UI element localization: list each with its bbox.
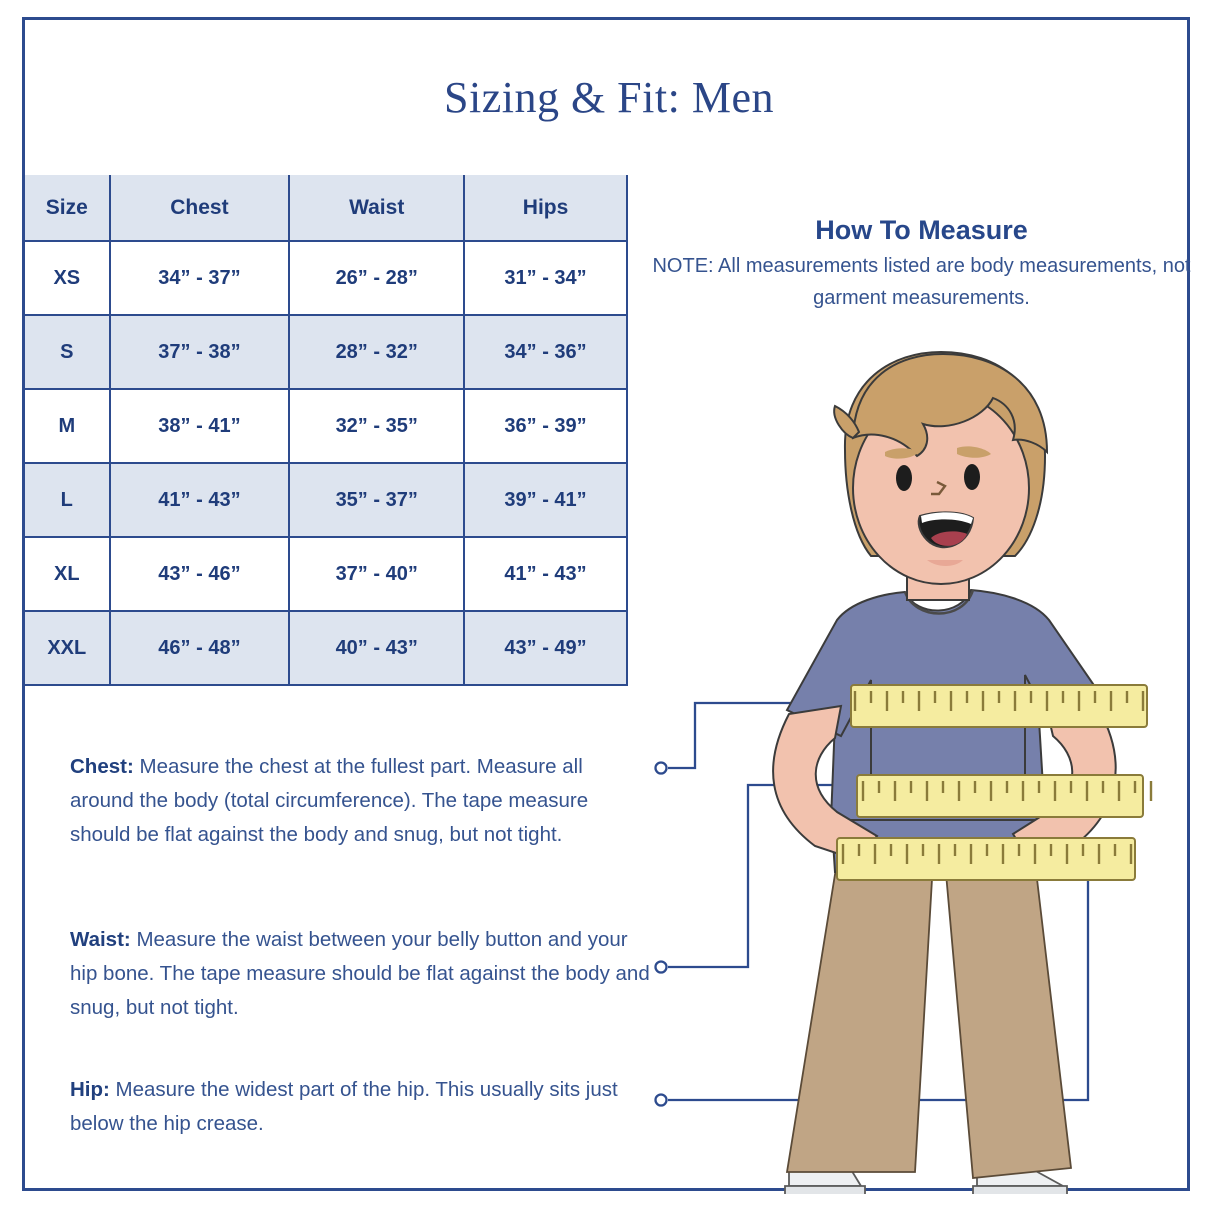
table-row: M 38” - 41” 32” - 35” 36” - 39” [25, 388, 628, 464]
cell-hips: 36” - 39” [463, 388, 628, 464]
table-row: L 41” - 43” 35” - 37” 39” - 41” [25, 462, 628, 538]
table-row: S 37” - 38” 28” - 32” 34” - 36” [25, 314, 628, 390]
instruction-waist: Waist: Measure the waist between your be… [70, 923, 650, 1025]
table-row: XS 34” - 37” 26” - 28” 31” - 34” [25, 240, 628, 316]
cell-hips: 39” - 41” [463, 462, 628, 538]
cell-size: XXL [25, 610, 111, 686]
cell-size: XL [25, 536, 111, 612]
eyebrow-right [957, 446, 991, 458]
chest-tape [850, 684, 1148, 728]
cell-hips: 31” - 34” [463, 240, 628, 316]
cell-chest: 37” - 38” [108, 314, 291, 390]
instruction-chest-text: Measure the chest at the fullest part. M… [70, 755, 589, 846]
hip-tape [836, 837, 1136, 881]
hair-sideburn-left [833, 404, 861, 440]
column-header-chest: Chest [108, 175, 291, 242]
instruction-chest-label: Chest: [70, 755, 134, 778]
leader-endpoints [654, 761, 668, 1107]
how-to-measure-heading: How To Measure [815, 215, 1028, 245]
cell-chest: 46” - 48” [108, 610, 291, 686]
cell-chest: 38” - 41” [108, 388, 291, 464]
instruction-waist-label: Waist: [70, 928, 131, 951]
table-header-row: Size Chest Waist Hips [25, 175, 628, 242]
how-to-measure-note: NOTE: All measurements listed are body m… [652, 255, 1191, 309]
eye-left [896, 465, 912, 491]
instruction-waist-text: Measure the waist between your belly but… [70, 928, 650, 1019]
head-group [833, 350, 1049, 601]
leader-dot-waist [654, 960, 668, 974]
cell-hips: 43” - 49” [463, 610, 628, 686]
instruction-hip: Hip: Measure the widest part of the hip.… [70, 1073, 650, 1141]
cell-waist: 40” - 43” [288, 610, 466, 686]
cell-size: XS [25, 240, 111, 316]
table-row: XL 43” - 46” 37” - 40” 41” - 43” [25, 536, 628, 612]
pant-leg-left [785, 861, 934, 1173]
eye-right [964, 464, 980, 490]
column-header-hips: Hips [463, 175, 628, 242]
eyebrow-left [885, 448, 919, 459]
cell-size: M [25, 388, 111, 464]
how-to-measure-block: How To Measure NOTE: All measurements li… [650, 210, 1193, 314]
cell-waist: 26” - 28” [288, 240, 466, 316]
cell-size: S [25, 314, 111, 390]
waist-tape [856, 774, 1153, 818]
cell-waist: 28” - 32” [288, 314, 466, 390]
pants [785, 861, 1073, 1179]
instruction-chest: Chest: Measure the chest at the fullest … [70, 750, 650, 852]
leader-dot-chest [654, 761, 668, 775]
hair-front [851, 352, 1049, 458]
chart-frame: Sizing & Fit: Men Size Chest Waist Hips … [22, 17, 1193, 1194]
measurement-illustration [25, 20, 1193, 1194]
shoe-right-sole [972, 1185, 1068, 1194]
cell-waist: 35” - 37” [288, 462, 466, 538]
column-header-waist: Waist [288, 175, 466, 242]
tape-measures [836, 684, 1153, 881]
cell-waist: 37” - 40” [288, 536, 466, 612]
chin-crease [927, 560, 963, 566]
column-header-size: Size [25, 175, 111, 242]
size-chart-table: Size Chest Waist Hips XS 34” - 37” 26” -… [25, 175, 628, 686]
shoe-left-sole [784, 1185, 866, 1194]
arm-left [772, 704, 879, 862]
page-title: Sizing & Fit: Men [444, 73, 774, 122]
cell-chest: 34” - 37” [108, 240, 291, 316]
instruction-hip-label: Hip: [70, 1078, 110, 1101]
mouth-teeth [921, 512, 973, 524]
cell-hips: 34” - 36” [463, 314, 628, 390]
leader-line-chest [668, 701, 865, 770]
cell-chest: 41” - 43” [108, 462, 291, 538]
leader-dot-hip [654, 1093, 668, 1107]
instruction-hip-text: Measure the widest part of the hip. This… [70, 1078, 618, 1135]
arms [772, 700, 1117, 862]
pant-leg-right [944, 861, 1073, 1179]
tongue [931, 531, 967, 546]
cell-hips: 41” - 43” [463, 536, 628, 612]
nose [931, 480, 947, 496]
cell-chest: 43” - 46” [108, 536, 291, 612]
cell-waist: 32” - 35” [288, 388, 466, 464]
table-row: XXL 46” - 48” 40” - 43” 43” - 49” [25, 610, 628, 686]
cell-size: L [25, 462, 111, 538]
